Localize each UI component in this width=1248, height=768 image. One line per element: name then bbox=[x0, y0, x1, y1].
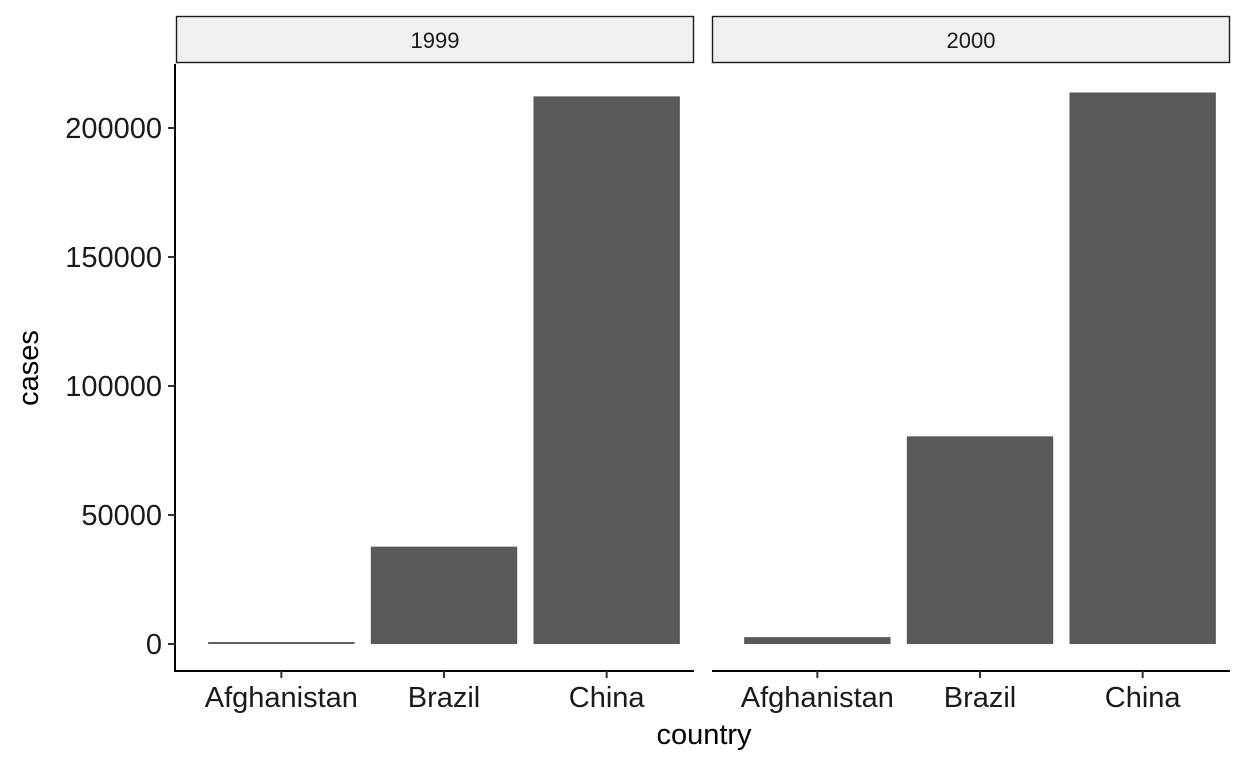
facet-strip bbox=[711, 15, 1231, 64]
x-tick-label: Afghanistan bbox=[205, 682, 358, 714]
y-tick-label: 150000 bbox=[65, 242, 162, 274]
x-tick-label: Afghanistan bbox=[741, 682, 894, 714]
bar-afghanistan-2000 bbox=[744, 637, 891, 644]
x-tick-label: Brazil bbox=[408, 682, 481, 714]
bar-brazil-1999 bbox=[370, 546, 518, 644]
x-axis-title: country bbox=[656, 719, 752, 751]
y-tick-label: 0 bbox=[146, 629, 162, 661]
y-axis: 0 50000 100000 150000 200000 bbox=[65, 64, 176, 672]
x-tick-label: China bbox=[569, 682, 646, 714]
chart-panels: 1999 Afghanistan Brazil China 2000 Afghanista… bbox=[175, 15, 1231, 714]
facet-panel-1999: 1999 Afghanistan Brazil China bbox=[175, 15, 695, 714]
bar-brazil-2000 bbox=[906, 436, 1054, 644]
y-tick-label: 100000 bbox=[65, 371, 162, 403]
x-tick-label: China bbox=[1105, 682, 1182, 714]
y-tick-label: 200000 bbox=[65, 113, 162, 145]
bar-afghanistan-1999 bbox=[208, 642, 355, 644]
facet-strip bbox=[175, 15, 695, 64]
y-tick-label: 50000 bbox=[81, 500, 162, 532]
facet-strip-label: 2000 bbox=[947, 28, 996, 53]
bar-china-2000 bbox=[1069, 92, 1216, 645]
facet-strip-label: 1999 bbox=[411, 28, 460, 53]
y-axis-title: cases bbox=[13, 330, 45, 406]
bar-china-1999 bbox=[533, 96, 680, 644]
facet-panel-2000: 2000 Afghanistan Brazil China bbox=[711, 15, 1231, 714]
x-tick-label: Brazil bbox=[944, 682, 1017, 714]
